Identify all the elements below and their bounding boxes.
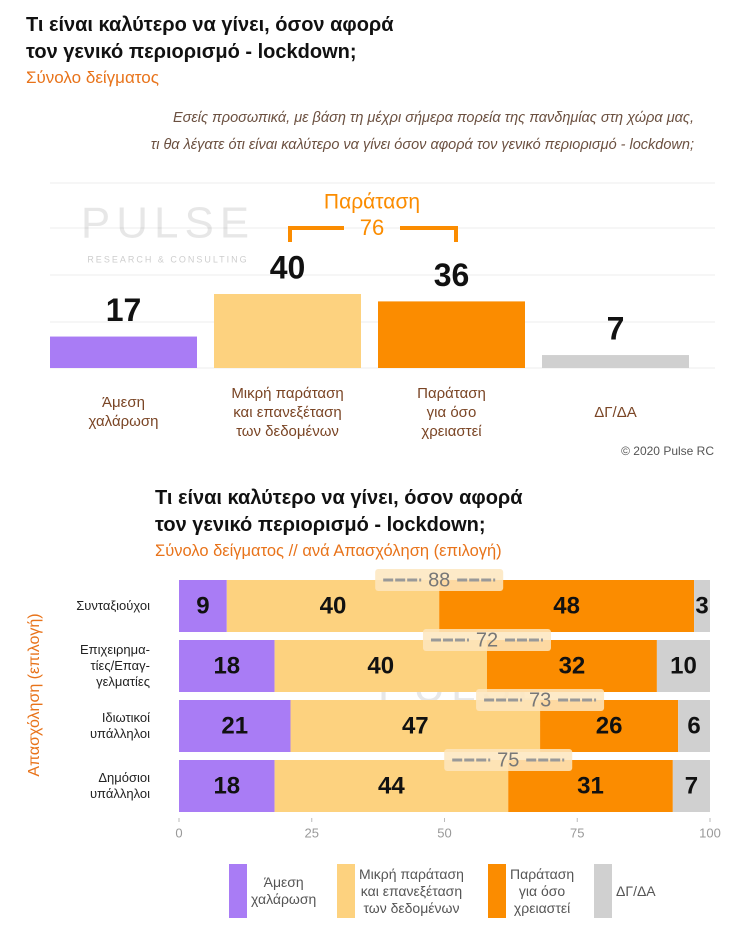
x-tick-label: 25 [305,825,319,840]
total-box [444,749,573,771]
chart-title: Τι είναι καλύτερο να γίνει, όσον αφορά [155,487,523,509]
value-label: 18 [213,772,240,799]
legend-swatch [594,864,612,918]
total-box [422,629,551,651]
annotation-value: 76 [360,215,384,240]
value-label: 40 [320,592,347,619]
x-tick-label: 0 [175,825,182,840]
chart-subtitle: Σύνολο δείγματος [26,68,159,87]
bracket [288,226,458,242]
value-label: 44 [378,772,405,799]
bar [378,301,525,368]
category-label: Μικρή παράταση και επανεξέταση των δεδομ… [231,384,344,440]
value-label: 6 [687,712,700,739]
credit: © 2020 Pulse RC [621,444,714,458]
bar-segment [656,640,710,692]
bar-segment [694,580,710,632]
legend-swatch [337,864,355,918]
bar-segment [678,700,710,752]
legend-swatch [488,864,506,918]
value-label: 9 [196,592,209,619]
category-label: Άμεση χαλάρωση [88,394,159,430]
x-tick-label: 100 [699,825,721,840]
bar [542,355,689,368]
watermark-brand: PULSE [81,199,255,248]
category-label: ΔΓ/ΔΑ [594,403,637,421]
bar-segment [179,640,275,692]
category-label: Συνταξιούχοι [76,598,150,613]
category-label: Παράταση για όσο χρειαστεί [417,384,486,440]
total-label: 88 [428,569,450,591]
y-axis-label: Απασχόληση (επιλογή) [26,613,43,776]
value-label: 7 [607,311,625,347]
value-label: 32 [559,652,586,679]
total-box [375,569,504,591]
category-label: Επιχειρημα- τίες/Επαγ- γελματίες [80,642,150,689]
bar-segment [179,700,291,752]
bar-segment [672,760,710,812]
value-label: 40 [367,652,394,679]
annotation-label: Παράταση [324,191,420,214]
question-text: Εσείς προσωπικά, με βάση τη μέχρι σήμερα… [172,110,694,126]
x-tick-label: 50 [437,825,451,840]
bar-segment [179,760,275,812]
total-label: 72 [476,629,498,651]
bar [50,336,197,368]
chart-title: Τι είναι καλύτερο να γίνει, όσον αφορά [26,14,394,36]
chart-title: τον γενικό περιορισμό - lockdown; [155,514,486,536]
legend-label: Παράταση για όσο χρειαστεί [510,865,575,916]
bar-segment [179,580,227,632]
legend-label: Μικρή παράταση και επανεξέταση των δεδομ… [359,865,464,916]
value-label: 10 [670,652,697,679]
bar [214,294,361,368]
value-label: 3 [695,592,708,619]
question-text: τι θα λέγατε ότι είναι καλύτερο να γίνει… [150,137,694,153]
total-box [476,689,605,711]
legend-label: Άμεση χαλάρωση [251,874,317,907]
value-label: 21 [221,712,248,739]
value-label: 26 [596,712,623,739]
total-label: 73 [529,689,551,711]
value-label: 48 [553,592,580,619]
x-tick-label: 75 [570,825,584,840]
chart-title: τον γενικό περιορισμό - lockdown; [26,41,357,63]
value-label: 7 [685,772,698,799]
value-label: 40 [270,249,306,285]
value-label: 31 [577,772,604,799]
category-label: Δημόσιοι υπάλληλοι [89,770,150,801]
value-label: 36 [434,257,470,293]
value-label: 18 [213,652,240,679]
value-label: 47 [402,712,429,739]
chart-subtitle: Σύνολο δείγματος // ανά Απασχόληση (επιλ… [155,542,502,560]
watermark-tagline: RESEARCH & CONSULTING [87,254,248,264]
total-label: 75 [497,749,519,771]
legend-label: ΔΓ/ΔΑ [616,882,656,899]
legend-swatch [229,864,247,918]
category-label: Ιδιωτικοί υπάλληλοι [89,710,150,741]
value-label: 17 [106,292,142,328]
